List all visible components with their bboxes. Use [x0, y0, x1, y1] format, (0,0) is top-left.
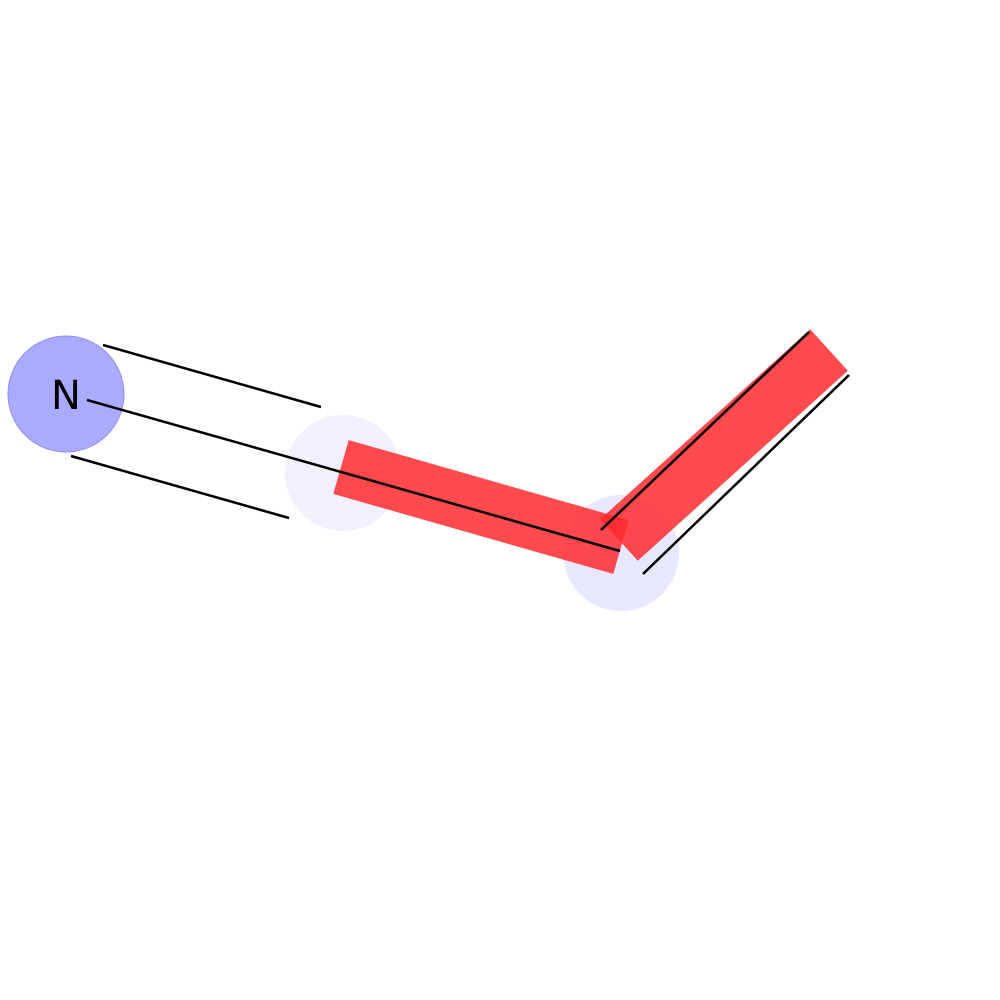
- atom-highlight-n1: [7, 335, 125, 453]
- bond-n1-c1-lower: [70, 454, 290, 520]
- bond-c2-c3-lower: [642, 374, 850, 575]
- bond-highlight-c1-c2: [333, 440, 629, 574]
- bond-n1-c1-center: [86, 398, 621, 553]
- bond-c2-c3-upper: [600, 331, 810, 531]
- bond-highlight-c2-c3: [600, 329, 848, 561]
- bond-n1-c1-upper: [102, 343, 322, 409]
- atom-label-n1: N: [51, 373, 81, 419]
